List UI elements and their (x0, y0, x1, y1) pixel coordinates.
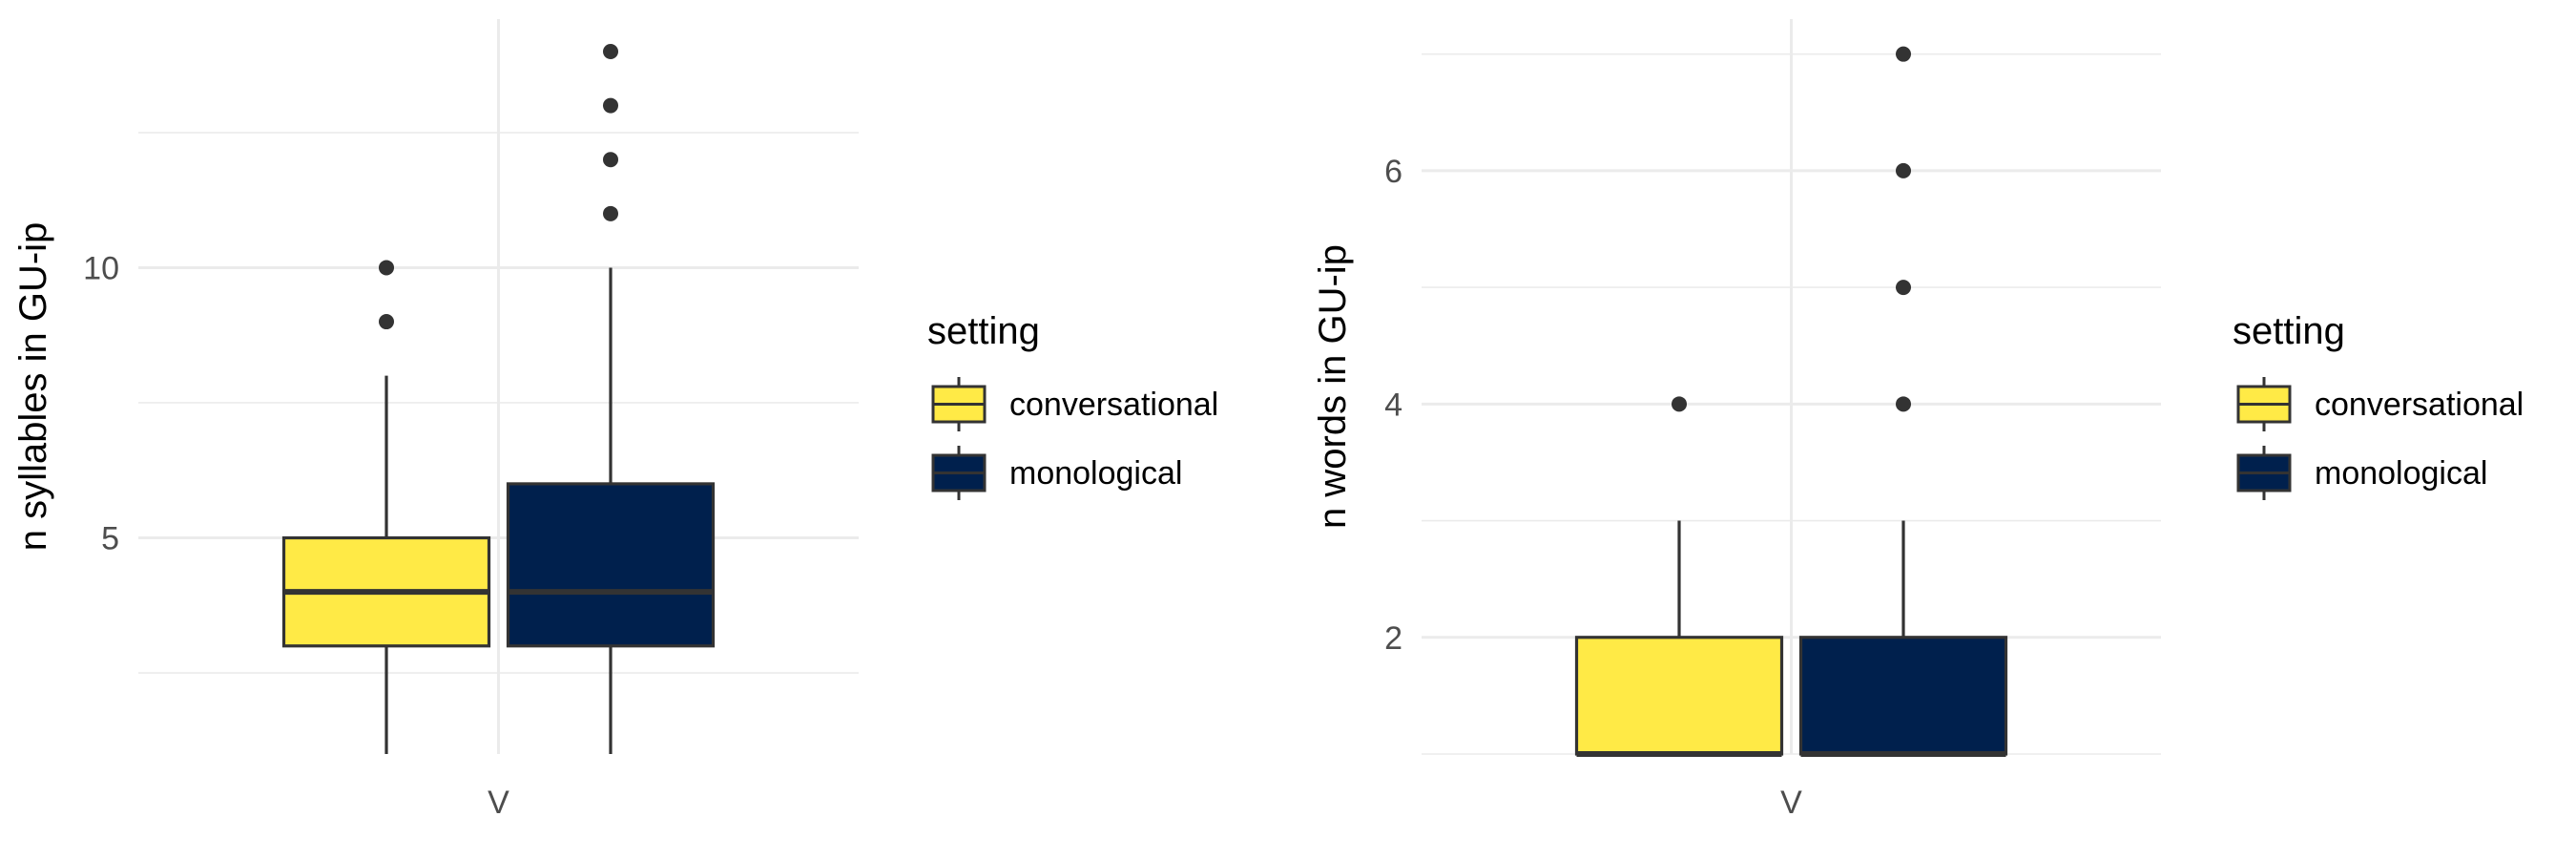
legend-2: setting conversational monological (2233, 310, 2524, 500)
outlier-point-monological (603, 152, 618, 168)
outlier-point-monological (603, 43, 618, 59)
box-monological (1798, 636, 2008, 756)
legend-label-conversational: conversational (1009, 387, 1218, 423)
legend-title: setting (927, 310, 1040, 352)
outlier-point-monological (603, 205, 618, 221)
legend-label-monological: monological (2315, 455, 2487, 492)
outlier-point-monological (1896, 396, 1911, 412)
legend-title: setting (2233, 310, 2345, 352)
outlier-point-monological (1896, 46, 1911, 62)
y-axis-title: n syllables in GU-ip (12, 222, 54, 552)
legend-label-monological: monological (1009, 455, 1182, 492)
y-tick-label: 6 (1384, 154, 1402, 190)
outlier-point-monological (1896, 162, 1911, 178)
y-tick-label: 4 (1384, 387, 1402, 423)
box-conversational (1574, 636, 1784, 756)
chart-panel-1: 5 10 Vn syllables in GU-ip setting conversat… (12, 19, 1218, 821)
y-tick-label: 10 (83, 250, 119, 286)
outlier-point-monological (1896, 280, 1911, 296)
outlier-point-conversational (379, 314, 394, 330)
outlier-point-monological (603, 97, 618, 114)
legend-1: setting conversational monological (927, 310, 1218, 500)
x-tick-label: V (1780, 785, 1802, 821)
x-tick-label: V (488, 785, 509, 821)
box-monological (506, 482, 716, 648)
legend-label-conversational: conversational (2315, 387, 2524, 423)
outlier-point-conversational (379, 260, 394, 276)
y-axis-title: n words in GU-ip (1312, 244, 1354, 529)
y-tick-label: 2 (1384, 620, 1402, 657)
y-tick-label: 5 (101, 521, 119, 557)
chart-panel-2: 2 4 6 Vn words in GU-ip setting conversationa… (1312, 19, 2524, 821)
outlier-point-conversational (1672, 396, 1687, 412)
